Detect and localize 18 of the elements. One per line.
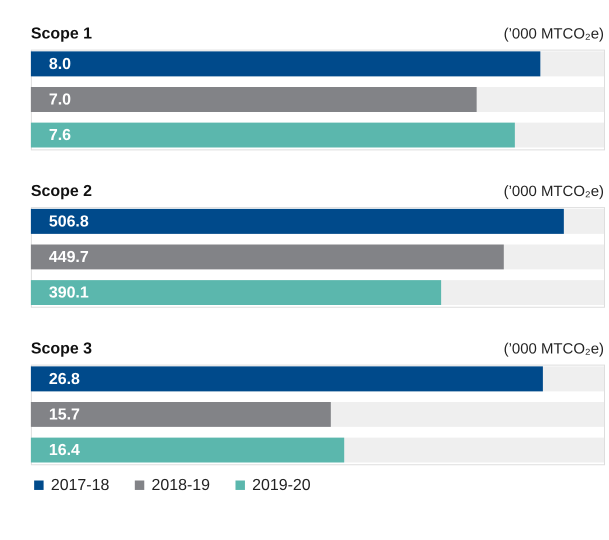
text: (’000 MTCO₂e) <box>504 183 604 200</box>
data-label: 506.8 <box>48 213 89 230</box>
data-label: 26.8 <box>48 370 80 388</box>
legend-label: 2017-18 <box>50 477 110 494</box>
data-label: 15.7 <box>48 406 80 424</box>
legend-label: 2018-19 <box>152 477 210 494</box>
data-label: 16.4 <box>48 442 80 460</box>
text: (’000 MTCO₂e) <box>504 340 604 358</box>
chart-title: Scope 1 <box>30 26 92 43</box>
data-label: 390.1 <box>48 284 89 302</box>
chart-title: Scope 2 <box>30 183 92 200</box>
data-label: 7.6 <box>48 127 72 144</box>
legend-label: 2019-20 <box>252 477 311 494</box>
data-label: 8.0 <box>48 56 72 73</box>
data-label: 7.0 <box>48 91 72 108</box>
data-label: 449.7 <box>48 248 89 266</box>
text: (’000 MTCO₂e) <box>504 26 604 43</box>
chart-title: Scope 3 <box>30 340 92 358</box>
